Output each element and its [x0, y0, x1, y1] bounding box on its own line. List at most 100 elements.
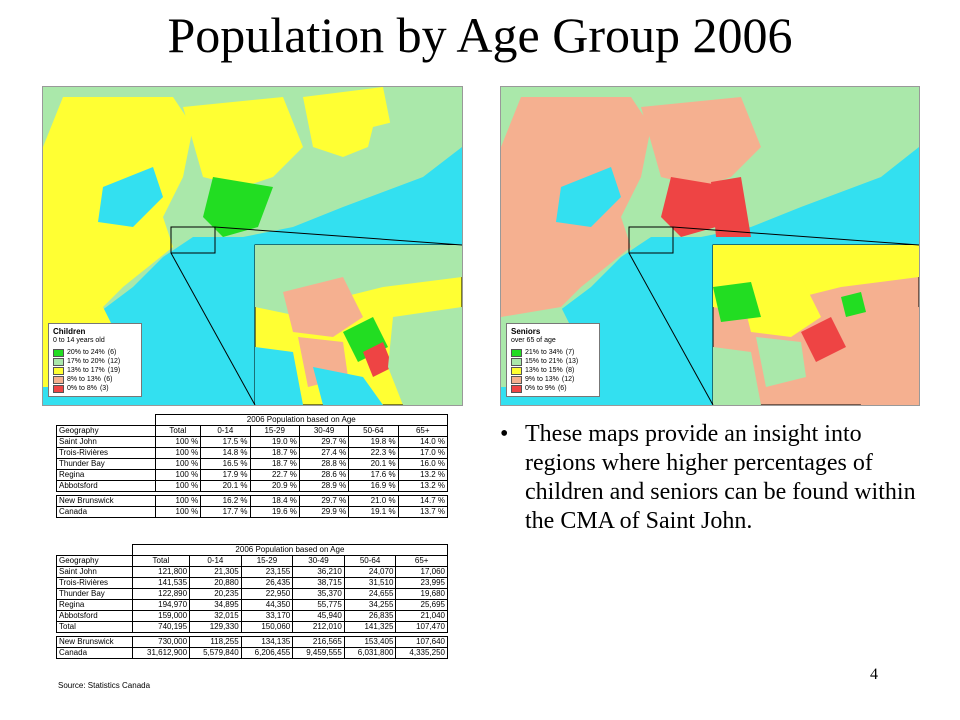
table-cell: 19.0 %	[249, 436, 300, 448]
table-cell: 19.1 %	[348, 506, 399, 518]
children-legend: Children 0 to 14 years old 20% to 24% (6)…	[48, 323, 142, 397]
children-legend-item: 20% to 24% (6)	[53, 348, 137, 357]
column-header: 65+	[397, 425, 449, 437]
table-row: New Brunswick 100 % 16.2 % 18.4 % 29.7 % 21.0…	[56, 495, 449, 507]
table-cell: 17.5 %	[200, 436, 251, 448]
row-label: Thunder Bay	[56, 458, 156, 470]
column-header: 0-14	[189, 555, 242, 567]
table-cell: 23,995	[395, 577, 448, 589]
column-header: 0-14	[200, 425, 251, 437]
table-cell: 34,895	[189, 599, 242, 611]
table-cell: 17.9 %	[200, 469, 251, 481]
table-cell: 17.7 %	[200, 506, 251, 518]
table-cell: 28.8 %	[298, 458, 350, 470]
table-cell: 100 %	[154, 469, 202, 481]
table-cell: 21.0 %	[348, 495, 399, 507]
table-cell: 25,695	[395, 599, 448, 611]
seniors-legend-item: 0% to 9% (6)	[511, 384, 595, 393]
table-row: Thunder Bay 122,890 20,235 22,950 35,370 24,6…	[56, 588, 448, 600]
table-cell: 159,000	[131, 610, 191, 622]
table-cell: 35,370	[292, 588, 345, 600]
table-cell: 212,010	[292, 621, 345, 633]
column-header: 30-49	[298, 425, 350, 437]
legend-swatch	[511, 384, 522, 393]
legend-swatch	[53, 375, 64, 384]
table-cell: 24,070	[343, 566, 397, 578]
table-cell: 18.4 %	[249, 495, 300, 507]
source-note: Source: Statistics Canada	[58, 681, 151, 690]
table-header-row: Geography Total 0-14 15-29 30-49 50-64 65+	[56, 555, 448, 567]
table-cell: 28.6 %	[298, 469, 350, 481]
children-legend-item: 8% to 13% (6)	[53, 375, 137, 384]
children-legend-subtitle: 0 to 14 years old	[53, 337, 105, 344]
seniors-map: Seniors over 65 of age 21% to 34% (7) 15%…	[500, 86, 920, 406]
column-header: 15-29	[249, 425, 300, 437]
table-cell: 100 %	[154, 447, 202, 459]
table-cell: 13.7 %	[397, 506, 449, 518]
table-cell: 13.2 %	[397, 469, 449, 481]
row-label: Regina	[56, 599, 133, 611]
table-cell: 129,330	[189, 621, 242, 633]
legend-swatch	[511, 366, 522, 375]
row-label: New Brunswick	[56, 636, 133, 648]
table-cell: 38,715	[292, 577, 345, 589]
table-row: Canada 31,612,900 5,579,840 6,206,455 9,459,…	[56, 647, 448, 659]
table-cell: 6,031,800	[343, 647, 397, 659]
table-cell: 153,405	[343, 636, 397, 648]
legend-swatch	[53, 366, 64, 375]
legend-swatch	[511, 357, 522, 366]
table-cell: 24,655	[343, 588, 397, 600]
table-cell: 20,880	[189, 577, 242, 589]
table-cell: 122,890	[131, 588, 191, 600]
row-label: Saint John	[56, 566, 133, 578]
seniors-legend-item: 13% to 15% (8)	[511, 366, 595, 375]
table-cell: 20,235	[189, 588, 242, 600]
row-label: Thunder Bay	[56, 588, 133, 600]
table-cell: 100 %	[154, 506, 202, 518]
seniors-legend: Seniors over 65 of age 21% to 34% (7) 15%…	[506, 323, 600, 397]
table-cell: 26,435	[240, 577, 294, 589]
row-label: Abbotsford	[56, 480, 156, 492]
table-row: Saint John 121,800 21,305 23,155 36,210 24,07…	[56, 566, 448, 578]
children-legend-item: 13% to 17% (19)	[53, 366, 137, 375]
table-caption-row: 2006 Population based on Age	[57, 414, 448, 426]
children-legend-item: 17% to 20% (12)	[53, 357, 137, 366]
table-cell: 32,015	[189, 610, 242, 622]
table-cell: 19.8 %	[348, 436, 399, 448]
row-label: Abbotsford	[56, 610, 133, 622]
table-cell: 107,640	[395, 636, 448, 648]
table-cell: 31,612,900	[131, 647, 191, 659]
table-cell: 150,060	[240, 621, 294, 633]
table-caption: 2006 Population based on Age	[131, 544, 449, 556]
column-header: Geography	[56, 555, 133, 567]
table-cell: 141,325	[343, 621, 397, 633]
table-cell: 21,040	[395, 610, 448, 622]
table-cell: 5,579,840	[189, 647, 242, 659]
table-cell: 21,305	[189, 566, 242, 578]
seniors-legend-subtitle: over 65 of age	[511, 337, 556, 344]
table-cell: 9,459,555	[292, 647, 345, 659]
table-cell: 29.7 %	[298, 495, 350, 507]
legend-swatch	[511, 348, 522, 357]
table-cell: 23,155	[240, 566, 294, 578]
table-cell: 29.7 %	[298, 436, 350, 448]
legend-swatch	[53, 384, 64, 393]
table-cell: 34,255	[343, 599, 397, 611]
table-cell: 141,535	[131, 577, 191, 589]
table-cell: 19.6 %	[249, 506, 300, 518]
row-label: New Brunswick	[56, 495, 156, 507]
table-cell: 55,775	[292, 599, 345, 611]
bullet-point: • These maps provide an insight into reg…	[500, 420, 920, 536]
slide-title: Population by Age Group 2006	[167, 7, 793, 63]
table-cell: 13.2 %	[397, 480, 449, 492]
table-cell: 29.9 %	[298, 506, 350, 518]
seniors-legend-title: Seniors	[511, 327, 541, 336]
legend-swatch	[53, 348, 64, 357]
column-header: Total	[154, 425, 202, 437]
table-cell: 14.8 %	[200, 447, 251, 459]
row-label: Trois-Rivières	[56, 577, 133, 589]
children-legend-title: Children	[53, 327, 86, 336]
table-cell: 100 %	[154, 458, 202, 470]
table-cell: 216,565	[292, 636, 345, 648]
table-cell: 118,255	[189, 636, 242, 648]
